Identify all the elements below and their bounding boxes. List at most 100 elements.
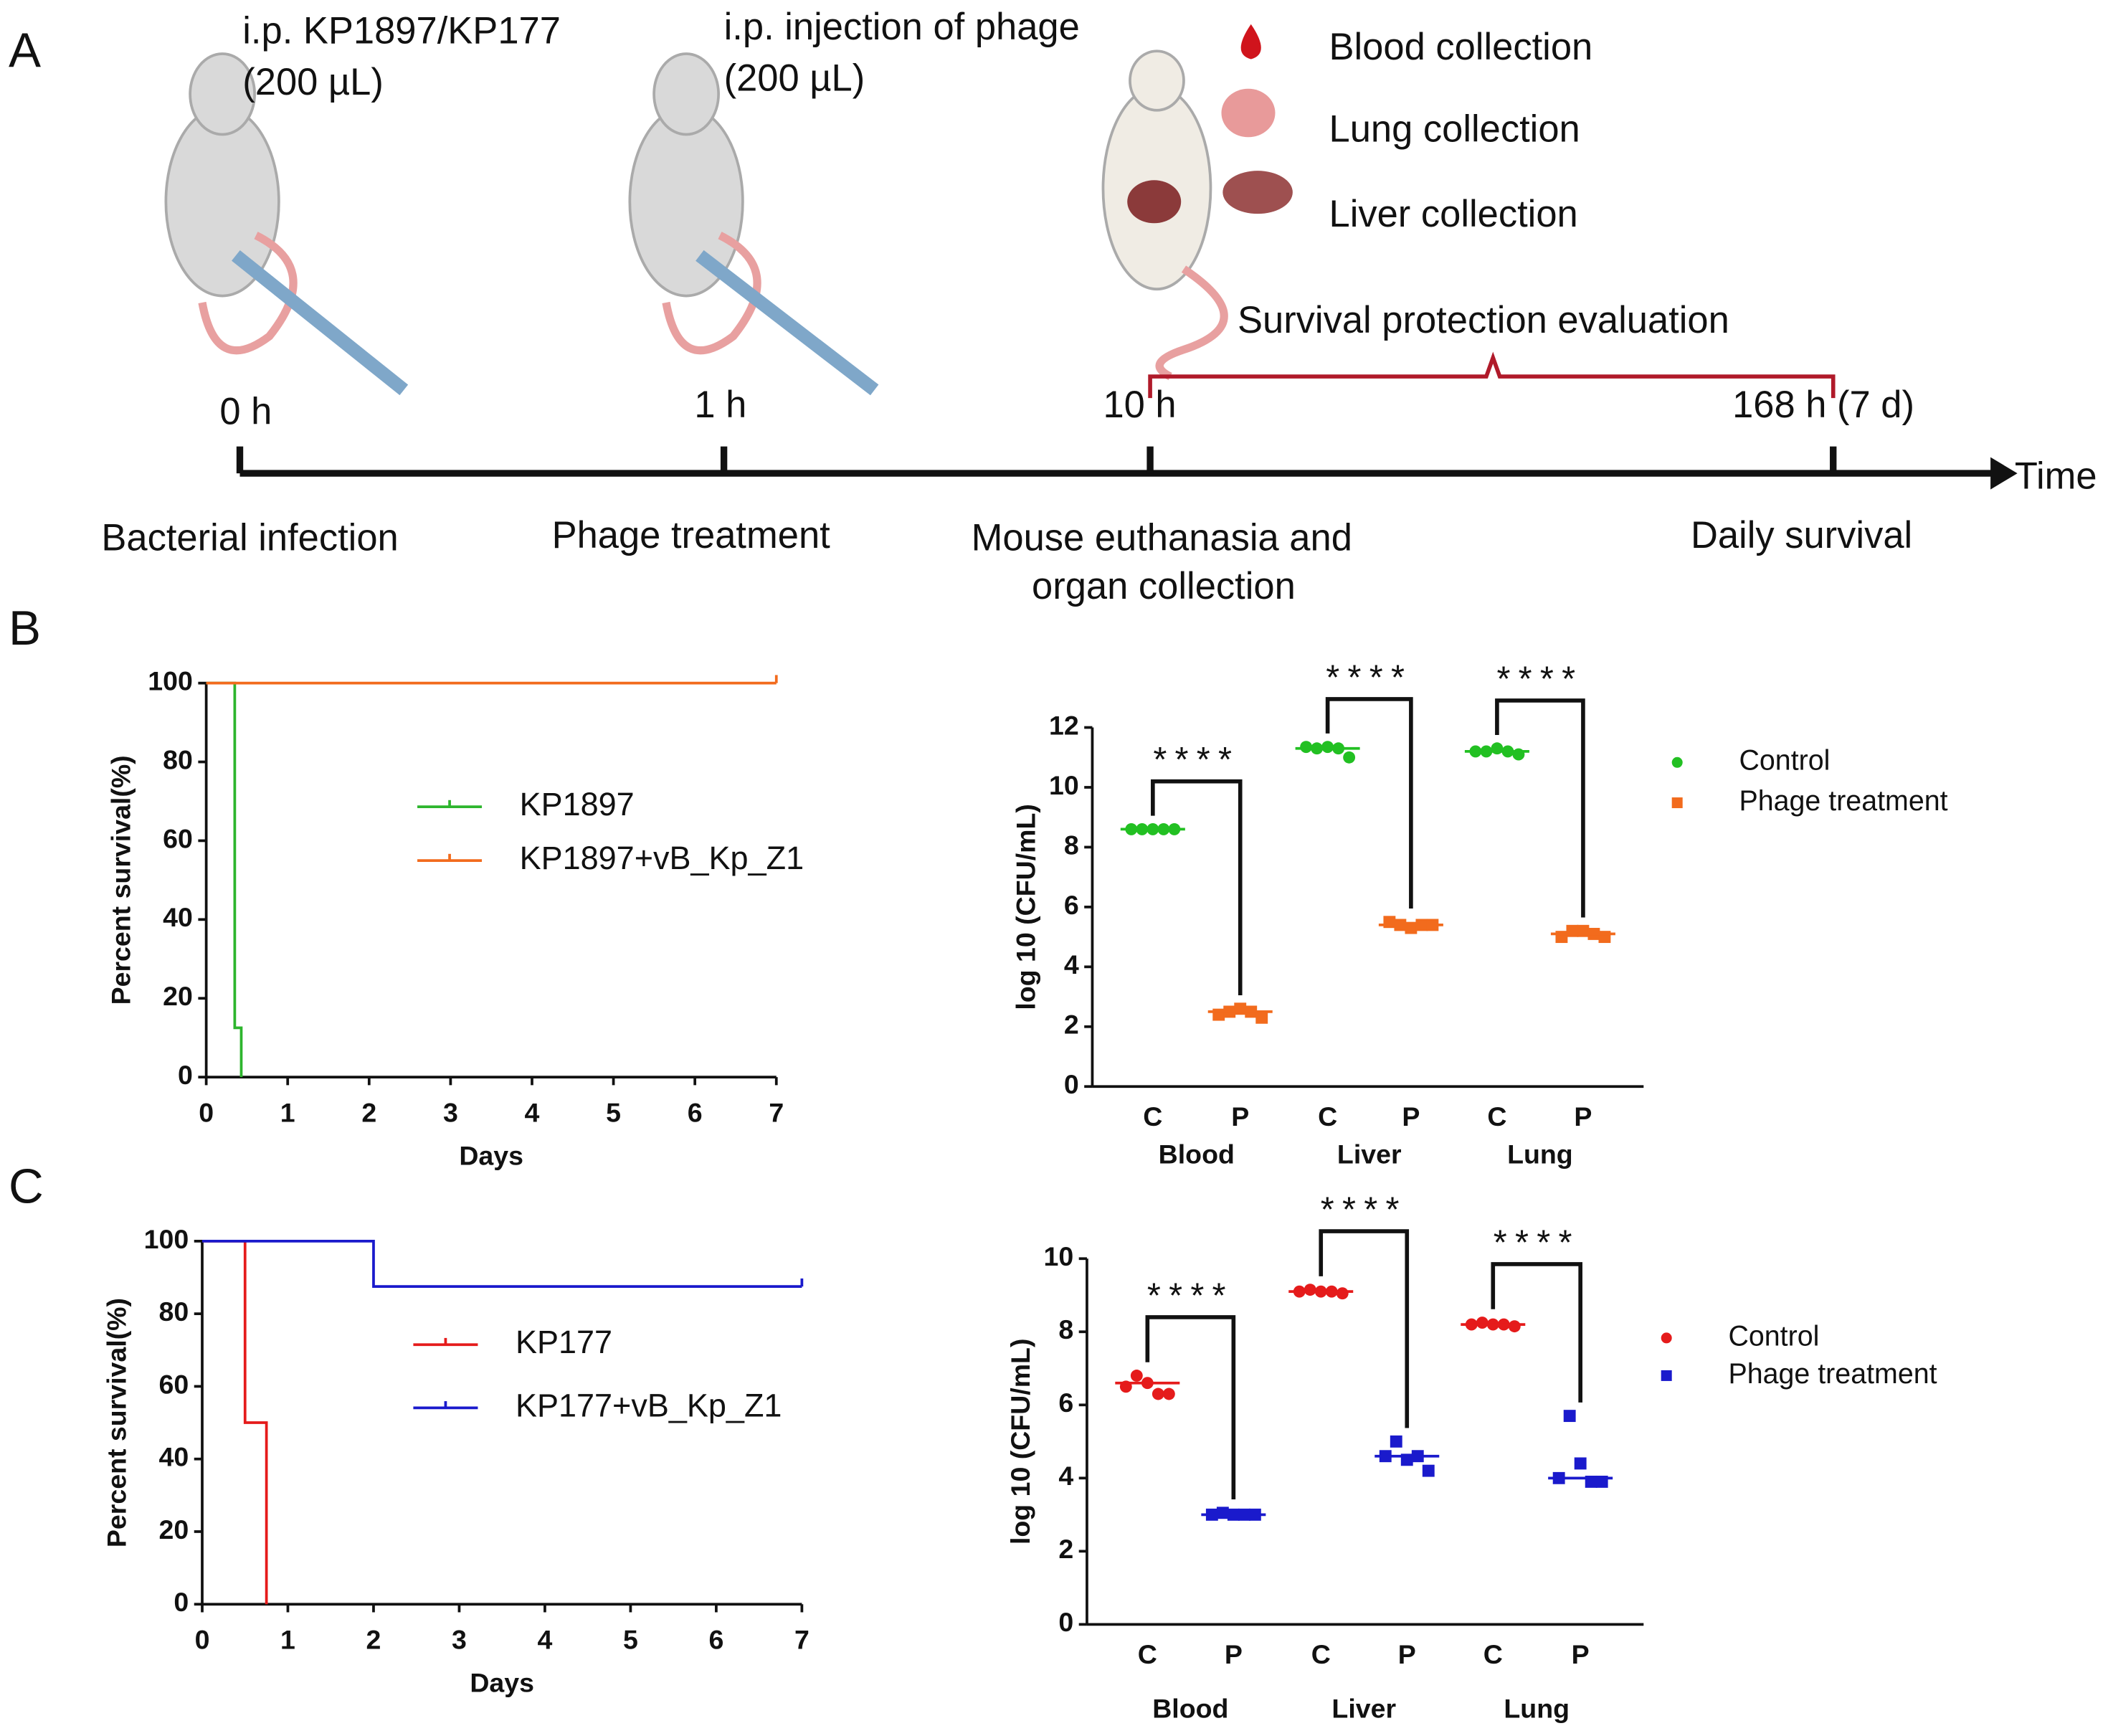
legend-marker: [1661, 1332, 1672, 1344]
x-tick-label: 5: [623, 1625, 638, 1655]
time-axis-label: Time: [2015, 455, 2097, 497]
panel-label: A: [9, 24, 41, 77]
legend-label: Phage treatment: [1728, 1358, 1937, 1390]
group-label: Blood: [1159, 1139, 1235, 1170]
x-tick-label: 2: [361, 1098, 376, 1128]
significance-bracket: [1495, 698, 1585, 918]
x-tick-label: 1: [280, 1098, 295, 1128]
data-point: [1255, 1011, 1268, 1024]
x-tick-label: 0: [195, 1625, 210, 1655]
y-tick-label: 60: [159, 1369, 189, 1399]
y-tick-label: 2: [1058, 1534, 1073, 1564]
y-tick-label: 4: [1064, 949, 1079, 980]
group-label: Lung: [1504, 1693, 1570, 1723]
timepoint: 1 h: [694, 384, 746, 426]
mouse-illustration: [164, 24, 1293, 396]
data-point: [1476, 1317, 1489, 1329]
significance-bracket: [1151, 779, 1243, 995]
y-tick-label: 0: [178, 1060, 193, 1090]
y-tick-label: 0: [1064, 1069, 1079, 1099]
x-tick-label: 0: [199, 1098, 214, 1128]
x-axis-title: Days: [459, 1141, 523, 1171]
y-tick-label: 40: [159, 1442, 189, 1472]
y-tick-label: 12: [1049, 710, 1079, 740]
x-tick-label: 1: [280, 1625, 295, 1655]
y-tick-label: 2: [1064, 1010, 1079, 1040]
significance-bracket: [1319, 1229, 1410, 1428]
legend-label: KP1897: [520, 786, 635, 822]
y-axis-title: log 10 (CFU/mL): [1010, 804, 1040, 1010]
x-tick-label: 6: [688, 1098, 703, 1128]
significance-bracket: [1325, 697, 1413, 909]
evaluation-label: Survival protection evaluation: [1238, 299, 1729, 341]
data-point: [1300, 741, 1313, 754]
x-tick-label: P: [1574, 1101, 1592, 1132]
x-tick-label: 6: [708, 1625, 723, 1655]
time-arrow: [1990, 457, 2018, 490]
x-tick-label: C: [1143, 1101, 1162, 1132]
legend-marker: [1671, 797, 1683, 809]
legend-marker: [1671, 756, 1683, 768]
data-point: [1422, 1464, 1435, 1477]
collection-label: Liver collection: [1329, 193, 1577, 235]
significance-label: ****: [1153, 741, 1240, 779]
y-tick-label: 10: [1049, 770, 1079, 800]
survival-curve: [206, 681, 243, 1078]
event-label: Mouse euthanasia and: [972, 517, 1352, 559]
event-label: Bacterial infection: [101, 517, 398, 559]
x-tick-label: P: [1225, 1639, 1243, 1669]
x-tick-label: P: [1398, 1639, 1416, 1669]
data-point: [1321, 741, 1334, 754]
x-tick-label: C: [1483, 1639, 1503, 1669]
x-tick-label: 7: [769, 1098, 784, 1128]
y-tick-label: 0: [1058, 1607, 1073, 1637]
significance-bracket: [1145, 1315, 1236, 1500]
x-tick-label: 7: [794, 1625, 810, 1655]
time-ticks: [236, 446, 1837, 474]
x-tick-label: C: [1487, 1101, 1506, 1132]
y-tick-label: 8: [1064, 830, 1079, 860]
x-tick-label: C: [1318, 1101, 1337, 1132]
step-volume: (200 µL): [724, 57, 865, 99]
data-point: [1130, 1370, 1143, 1382]
legend-label: Phage treatment: [1739, 785, 1947, 817]
group-label: Blood: [1152, 1693, 1228, 1723]
event-label: Daily survival: [1691, 514, 1912, 556]
significance-bracket: [1491, 1262, 1582, 1403]
event-label: Phage treatment: [552, 514, 831, 556]
data-point: [1152, 1388, 1164, 1400]
y-axis-title: Percent survival(%): [102, 1298, 132, 1547]
group-label: Liver: [1331, 1693, 1396, 1723]
y-tick-label: 8: [1058, 1314, 1073, 1344]
x-axis-title: Days: [470, 1668, 534, 1698]
x-tick-label: 5: [606, 1098, 621, 1128]
legend-label: KP177: [516, 1324, 612, 1360]
y-tick-label: 20: [163, 981, 193, 1011]
x-tick-label: 4: [538, 1625, 553, 1655]
data-point: [1162, 1388, 1175, 1400]
data-point: [1304, 1284, 1316, 1296]
data-point: [1508, 1320, 1521, 1333]
timepoint: 168 h (7 d): [1732, 384, 1914, 426]
evaluation-bracket: [1148, 351, 1836, 399]
y-tick-label: 0: [174, 1587, 189, 1617]
survival-curve: [202, 1240, 268, 1605]
timepoint: 0 h: [219, 390, 272, 432]
y-tick-label: 20: [159, 1514, 189, 1545]
step-volume: (200 µL): [242, 61, 384, 103]
y-tick-label: 6: [1064, 890, 1079, 920]
survival-curve: [202, 1240, 802, 1289]
x-tick-label: C: [1138, 1639, 1157, 1669]
y-tick-label: 80: [159, 1296, 189, 1327]
y-tick-label: 4: [1058, 1461, 1073, 1491]
x-tick-label: P: [1231, 1101, 1249, 1132]
x-tick-label: 2: [366, 1625, 381, 1655]
y-tick-label: 60: [163, 823, 193, 853]
x-tick-label: C: [1311, 1639, 1331, 1669]
legend-label: Control: [1739, 745, 1830, 777]
data-point: [1390, 1435, 1402, 1448]
legend-label: Control: [1728, 1320, 1819, 1352]
y-axis-title: log 10 (CFU/mL): [1005, 1339, 1035, 1545]
significance-label: ****: [1326, 659, 1413, 698]
